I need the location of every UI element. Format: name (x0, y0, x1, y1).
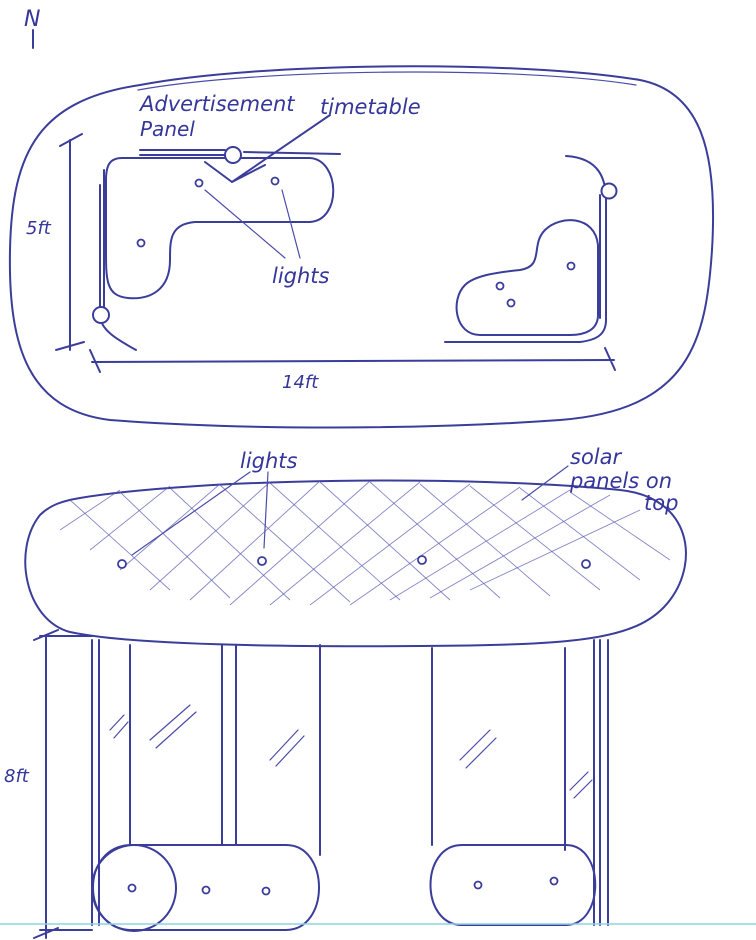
north-arrow: N (24, 7, 40, 49)
left-shelter-roof (105, 157, 335, 300)
plan-platform-outline-second-stroke (137, 71, 637, 91)
base-light (127, 883, 137, 893)
roof-light (117, 559, 127, 569)
solar-leader (521, 465, 569, 501)
left-wall-post (92, 306, 110, 324)
solar-panel-hatching (59, 480, 671, 606)
panel-label: Panel (140, 117, 195, 141)
plan-light (495, 281, 505, 291)
height-dimension-label: 8ft (4, 766, 30, 787)
solar-label-line1: solar (570, 445, 622, 469)
length-dimension-label: 14ft (282, 372, 319, 393)
base-light (473, 880, 483, 890)
glass-reflection-marks (109, 704, 593, 799)
left-bench-end (91, 844, 177, 932)
plan-view: Advertisement Panel timetable lights 5ft… (8, 65, 715, 429)
plan-light (270, 176, 280, 186)
roof-outline (24, 479, 687, 648)
roof-lights-leader (131, 471, 269, 556)
advertisement-label: Advertisement (138, 92, 295, 116)
right-shelter-roof (455, 219, 599, 336)
timetable-label: timetable (320, 95, 421, 119)
lights-leader (204, 189, 301, 259)
roof-light (257, 556, 267, 566)
plan-light (194, 178, 204, 188)
advertisement-panel (139, 149, 341, 156)
base-light (549, 876, 559, 886)
right-glass-wall (431, 639, 609, 926)
right-shelter-wall (444, 155, 607, 343)
plan-light (136, 238, 146, 248)
right-bench-base (429, 844, 597, 926)
timetable-leader (204, 114, 331, 183)
roof-light (417, 555, 427, 565)
base-light (261, 886, 271, 896)
roof-light (581, 559, 591, 569)
solar-label-line3: top (644, 491, 678, 515)
advertisement-panel-post (224, 146, 242, 164)
solar-label-line2: panels on (569, 469, 672, 493)
plan-lights-label: lights (272, 264, 330, 288)
elevation-view: lights solar panels on top 8ft (0, 445, 756, 939)
height-dimension-line (33, 629, 93, 939)
base-light (201, 885, 211, 895)
plan-platform-outline (8, 65, 715, 429)
north-label: N (24, 7, 40, 32)
left-glass-wall (91, 639, 321, 926)
plan-light (566, 261, 576, 271)
length-dimension-line (89, 347, 616, 373)
width-dimension-line (55, 133, 85, 351)
right-wall-post (600, 182, 618, 200)
elevation-lights-label: lights (240, 449, 298, 473)
plan-light (506, 298, 516, 308)
width-dimension-label: 5ft (26, 218, 52, 239)
